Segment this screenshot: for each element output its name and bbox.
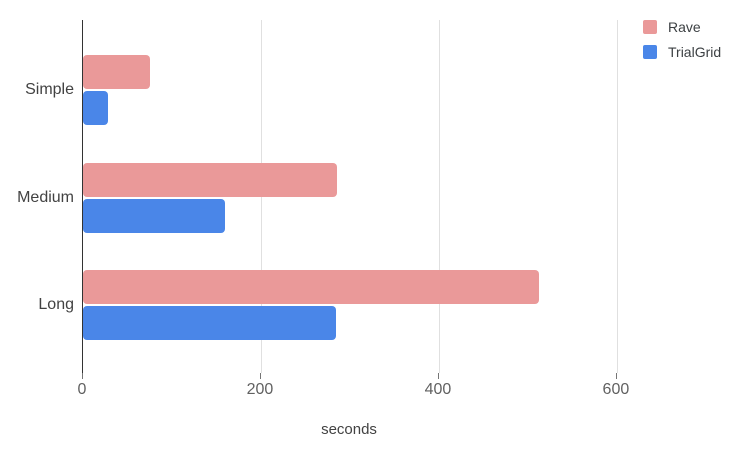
- legend: Rave TrialGrid: [643, 19, 722, 70]
- x-axis-title: seconds: [321, 421, 377, 438]
- legend-item-trialgrid: TrialGrid: [643, 44, 722, 60]
- x-tick-400: [437, 373, 439, 379]
- x-tick-200: [259, 373, 261, 379]
- legend-swatch-trialgrid: [643, 45, 657, 59]
- x-tick-600: [615, 373, 617, 379]
- plot-area: [82, 20, 713, 373]
- legend-label-trialgrid: TrialGrid: [668, 44, 722, 60]
- legend-swatch-rave: [643, 20, 657, 34]
- legend-item-rave: Rave: [643, 19, 721, 35]
- x-tick-label-200: 200: [246, 381, 274, 398]
- x-tick-label-600: 600: [602, 381, 630, 398]
- gridline-600: [616, 20, 618, 373]
- bar-rave-long: [83, 269, 540, 304]
- legend-label-rave: Rave: [668, 19, 701, 35]
- bar-rave-simple: [83, 55, 150, 89]
- gridline-200: [260, 20, 262, 373]
- bar-trialgrid-long: [83, 305, 336, 340]
- bar-trialgrid-simple: [83, 91, 108, 125]
- x-tick-label-0: 0: [77, 381, 87, 398]
- category-label-medium: Medium: [17, 188, 74, 206]
- gridline-400: [438, 20, 440, 373]
- bar-rave-medium: [83, 162, 337, 197]
- x-tick-label-400: 400: [424, 381, 452, 398]
- bar-trialgrid-medium: [83, 198, 226, 233]
- category-label-long: Long: [38, 295, 74, 313]
- category-label-simple: Simple: [25, 81, 74, 98]
- x-tick-0: [82, 373, 83, 379]
